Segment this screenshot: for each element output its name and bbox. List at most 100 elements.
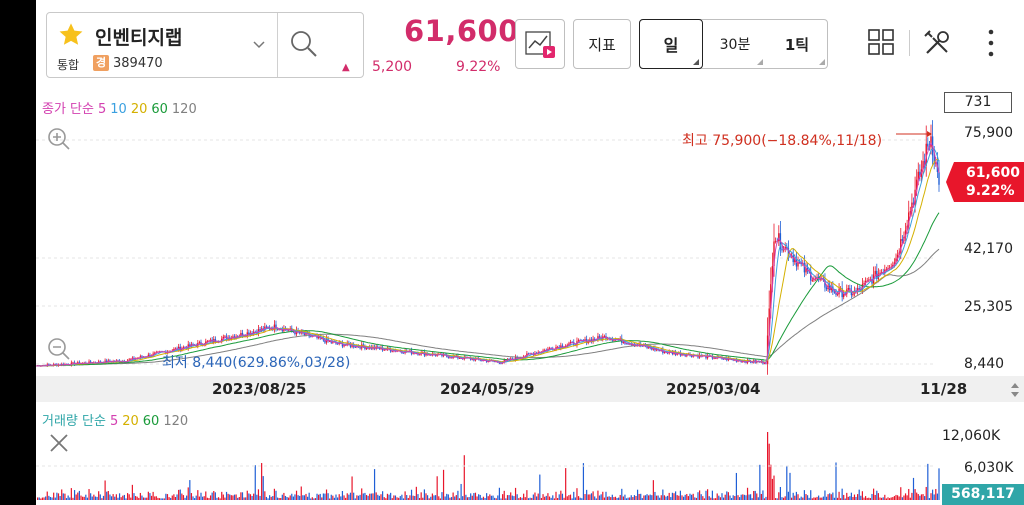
candle-body xyxy=(625,343,628,345)
candle-body xyxy=(730,359,733,361)
warning-badge: 경 xyxy=(93,55,109,71)
volume-bar xyxy=(771,478,773,500)
tools-icon[interactable] xyxy=(922,28,952,58)
volume-bar xyxy=(431,493,433,500)
volume-bar xyxy=(385,498,387,500)
volume-bar xyxy=(654,491,656,500)
favorite-star-icon[interactable] xyxy=(57,21,85,49)
volume-bar xyxy=(928,498,931,500)
candle-body xyxy=(792,255,794,263)
stock-selector[interactable]: 인벤티지랩 통합 경 389470 xyxy=(46,12,364,78)
candle-body xyxy=(240,332,242,337)
volume-bar xyxy=(506,495,509,500)
candle-body xyxy=(428,354,430,356)
volume-bar xyxy=(806,495,809,500)
more-vertical-icon[interactable] xyxy=(981,27,1001,59)
volume-bar xyxy=(678,495,680,500)
volume-bar xyxy=(618,497,620,500)
volume-bar xyxy=(465,494,467,500)
volume-bar xyxy=(616,498,618,500)
volume-bar xyxy=(673,493,675,500)
current-volume-tag: 568,117 xyxy=(942,484,1024,505)
period-1tick-button[interactable]: 1틱 xyxy=(766,20,828,68)
candle-body xyxy=(222,336,225,339)
volume-bar xyxy=(144,497,146,500)
volume-bar xyxy=(278,497,280,500)
chevron-down-icon[interactable] xyxy=(251,37,267,53)
volume-bar xyxy=(833,497,836,500)
volume-bar xyxy=(373,469,376,500)
period-30min-button[interactable]: 30분 xyxy=(704,20,766,68)
candle-body xyxy=(336,343,339,345)
volume-bar xyxy=(333,497,336,500)
volume-bar xyxy=(500,498,502,500)
up-arrow-icon: ▲ xyxy=(342,62,350,73)
volume-bar xyxy=(751,498,753,500)
volume-bar xyxy=(569,494,572,500)
volume-bar xyxy=(866,497,868,500)
candle-body xyxy=(922,161,924,170)
price-chart[interactable] xyxy=(36,116,1024,376)
volume-bar xyxy=(417,494,419,500)
candle-body xyxy=(912,202,915,205)
volume-bar xyxy=(727,492,729,500)
volume-bar xyxy=(936,493,938,500)
volume-bar xyxy=(291,493,293,500)
volume-bar xyxy=(734,496,736,500)
volume-bar xyxy=(781,497,783,500)
zoom-in-icon[interactable] xyxy=(46,126,72,152)
layout-grid-icon[interactable] xyxy=(867,28,895,56)
volume-bar xyxy=(386,493,389,500)
volume-bar xyxy=(141,495,143,500)
volume-bar xyxy=(686,493,688,500)
candle-count[interactable]: 731 xyxy=(944,92,1012,113)
volume-bar xyxy=(286,497,288,500)
candle-body xyxy=(182,347,185,349)
chart-type-button[interactable] xyxy=(515,19,565,69)
candle-body xyxy=(328,341,331,342)
search-icon[interactable] xyxy=(289,29,319,59)
candle-body xyxy=(745,361,747,363)
volume-bar xyxy=(382,491,384,500)
volume-bar xyxy=(508,495,510,500)
volume-bar xyxy=(511,495,513,500)
volume-bar xyxy=(900,487,902,500)
volume-bar xyxy=(338,494,340,500)
candle-body xyxy=(343,345,345,347)
volume-bar xyxy=(523,493,525,500)
volume-bar xyxy=(182,495,185,500)
volume-bar xyxy=(636,489,639,500)
volume-bar xyxy=(102,495,105,500)
volume-bar xyxy=(824,490,826,500)
indicator-button[interactable]: 지표 xyxy=(573,19,631,69)
volume-bar xyxy=(321,497,323,500)
candle-body xyxy=(449,357,451,359)
volume-bar xyxy=(481,497,483,500)
low-price-label: 최저 8,440(629.86%,03/28) xyxy=(162,355,351,371)
period-day-button[interactable]: 일 xyxy=(639,19,703,69)
period-day-label: 일 xyxy=(663,36,679,55)
close-icon[interactable] xyxy=(48,432,70,454)
volume-chart[interactable] xyxy=(36,430,1024,505)
zoom-out-icon[interactable] xyxy=(46,336,72,362)
scroll-arrows-icon[interactable] xyxy=(1006,382,1024,398)
candle-body xyxy=(561,345,564,348)
volume-bar xyxy=(775,498,777,500)
volume-bar xyxy=(487,496,489,500)
x-axis-bar[interactable] xyxy=(36,376,1024,402)
dropdown-corner-icon xyxy=(819,59,825,65)
volume-bar xyxy=(816,496,818,500)
volume-bar xyxy=(262,476,264,500)
divider xyxy=(277,13,278,77)
volume-bar xyxy=(351,476,353,500)
candle-body xyxy=(569,341,572,344)
volume-bar xyxy=(800,496,802,500)
volume-bar xyxy=(513,496,515,500)
volume-bar xyxy=(101,498,103,500)
volume-bar xyxy=(794,495,796,500)
candle-body xyxy=(192,344,194,346)
volume-bar xyxy=(933,494,935,500)
volume-bar xyxy=(216,497,218,500)
volume-bar xyxy=(214,492,216,500)
volume-bar xyxy=(289,495,291,500)
